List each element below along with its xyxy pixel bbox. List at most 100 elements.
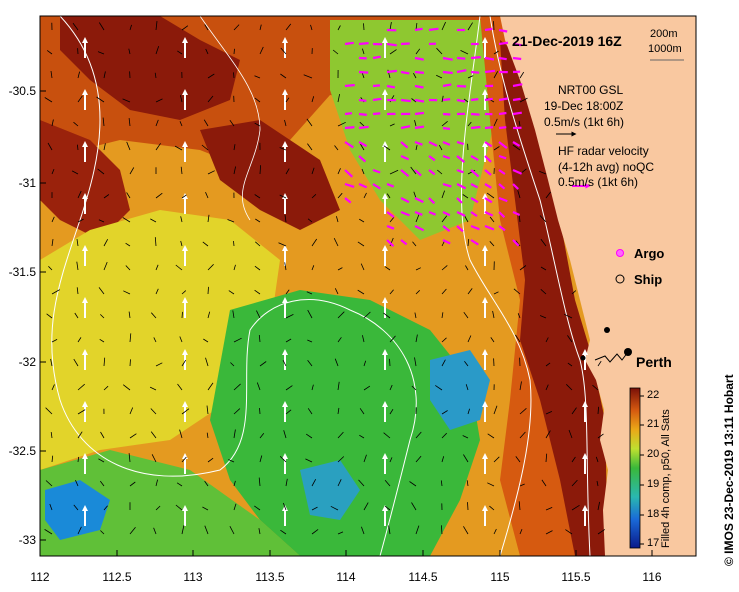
gsl-velocity-arrow	[438, 144, 443, 151]
hf-radar-arrow	[442, 56, 453, 61]
gsl-velocity-arrow	[125, 265, 131, 271]
gsl-velocity-arrow	[51, 119, 54, 127]
gsl-velocity-arrow	[441, 190, 445, 199]
gsl-velocity-arrow	[125, 242, 131, 247]
hf-radar-arrow	[456, 69, 467, 74]
gsl-velocity-arrow	[258, 477, 261, 487]
y-tick-label: -30.5	[8, 84, 36, 98]
gsl-velocity-arrow	[307, 359, 313, 367]
gsl-velocity-arrow	[129, 359, 131, 367]
gsl-velocity-arrow	[517, 190, 521, 199]
hf-radar-arrow	[414, 70, 425, 74]
gsl-velocity-arrow	[254, 505, 261, 511]
gsl-velocity-arrow	[414, 120, 417, 127]
gsl-velocity-arrow	[466, 480, 469, 487]
hf-radar-arrow	[414, 169, 422, 177]
hf-radar-arrow	[428, 169, 436, 176]
gsl-velocity-arrow	[254, 97, 261, 103]
gsl-velocity-arrow	[77, 409, 86, 415]
gsl-velocity-arrow	[97, 168, 105, 175]
coldest-patch-se	[430, 350, 490, 430]
gsl-velocity-arrow	[357, 241, 365, 247]
gsl-velocity-arrow	[256, 382, 261, 391]
gsl-velocity-arrow	[129, 527, 136, 535]
gsl-velocity-arrow	[77, 95, 83, 103]
gsl-velocity-arrow	[205, 48, 209, 55]
gsl-velocity-arrow	[487, 433, 495, 439]
hf-radar-arrow	[358, 42, 369, 46]
gsl-velocity-arrow	[99, 480, 105, 487]
hf-radar-arrow	[498, 211, 506, 218]
gsl-velocity-arrow	[180, 95, 183, 103]
gsl-velocity-arrow	[311, 194, 317, 199]
gsl-velocity-arrow	[571, 479, 578, 487]
y-tick-label: -31	[18, 176, 36, 190]
gsl-velocity-arrow	[259, 361, 267, 367]
gsl-velocity-arrow	[129, 24, 132, 31]
city-label-perth: Perth	[636, 354, 672, 370]
colorbar	[629, 387, 641, 549]
hf-radar-arrow	[442, 70, 453, 75]
gsl-velocity-arrow	[435, 385, 443, 391]
gsl-velocity-arrow	[99, 338, 105, 343]
gsl-velocity-arrow	[255, 241, 261, 247]
gsl-velocity-arrow	[45, 480, 53, 487]
gsl-velocity-arrow	[74, 312, 79, 319]
gsl-velocity-arrow	[519, 408, 527, 415]
colorbar-ticks	[640, 395, 644, 545]
gsl-velocity-arrow	[545, 191, 551, 199]
gsl-velocity-arrow	[103, 143, 106, 151]
gsl-velocity-arrow	[311, 506, 318, 511]
gsl-velocity-arrow	[388, 525, 391, 535]
hf-radar-arrow	[358, 112, 367, 116]
gsl-velocity-arrow	[410, 166, 417, 175]
hf-radar-arrow	[442, 182, 452, 188]
hf-radar-arrow	[512, 210, 521, 217]
gsl-velocity-arrow	[50, 358, 53, 367]
gsl-velocity-arrow	[280, 47, 287, 55]
hf-radar-arrow	[512, 97, 521, 102]
gsl-velocity-arrow	[285, 338, 292, 343]
gsl-velocity-arrow	[229, 119, 235, 127]
gsl-velocity-arrow	[545, 411, 553, 415]
gsl-velocity-arrow	[207, 311, 211, 319]
hf-radar-arrow	[344, 169, 354, 178]
gsl-velocity-arrow	[177, 50, 183, 55]
hf-radar-arrow	[456, 56, 466, 60]
hf-radar-arrow	[484, 69, 496, 74]
hf-radar-arrow	[498, 41, 509, 46]
hf-radar-arrow	[484, 27, 493, 32]
gsl-velocity-arrow	[307, 218, 313, 223]
gsl-velocity-arrow	[229, 526, 235, 535]
hf-radar-arrow	[414, 197, 424, 204]
gsl-velocity-arrow	[155, 479, 158, 487]
gsl-velocity-arrow	[541, 479, 547, 487]
gsl-velocity-arrow	[77, 456, 80, 463]
gsl-velocity-arrow	[47, 142, 53, 151]
x-tick-label: 115.5	[561, 570, 591, 584]
hf-radar-arrow	[428, 197, 436, 205]
hf-radar-arrow	[414, 225, 425, 232]
hf-radar-arrow	[344, 83, 355, 88]
gsl-velocity-arrow	[490, 337, 495, 343]
gsl-velocity-arrow	[409, 481, 417, 487]
hf-radar-arrow	[512, 42, 522, 47]
gsl-velocity-arrow	[150, 431, 157, 439]
gsl-velocity-arrow	[153, 527, 157, 535]
gsl-velocity-arrow	[545, 337, 549, 343]
land-australia	[500, 16, 696, 556]
contour-1000m-east	[460, 16, 532, 556]
gsl-velocity-arrow	[540, 266, 547, 271]
hf-radar-arrow	[456, 168, 464, 174]
gsl-velocity-arrow	[258, 334, 261, 343]
gsl-velocity-arrow	[519, 265, 527, 271]
hf-radar-arrow	[358, 70, 369, 74]
gsl-velocity-arrow	[311, 265, 315, 271]
hf-radar-arrow	[372, 183, 381, 190]
gsl-velocity-arrow	[126, 192, 131, 199]
gsl-velocity-arrow	[48, 266, 53, 271]
gsl-velocity-arrow	[233, 24, 240, 31]
x-tick-label: 113.5	[255, 570, 285, 584]
hf-radar-arrow	[386, 211, 395, 218]
gsl-velocity-arrow	[122, 217, 131, 223]
